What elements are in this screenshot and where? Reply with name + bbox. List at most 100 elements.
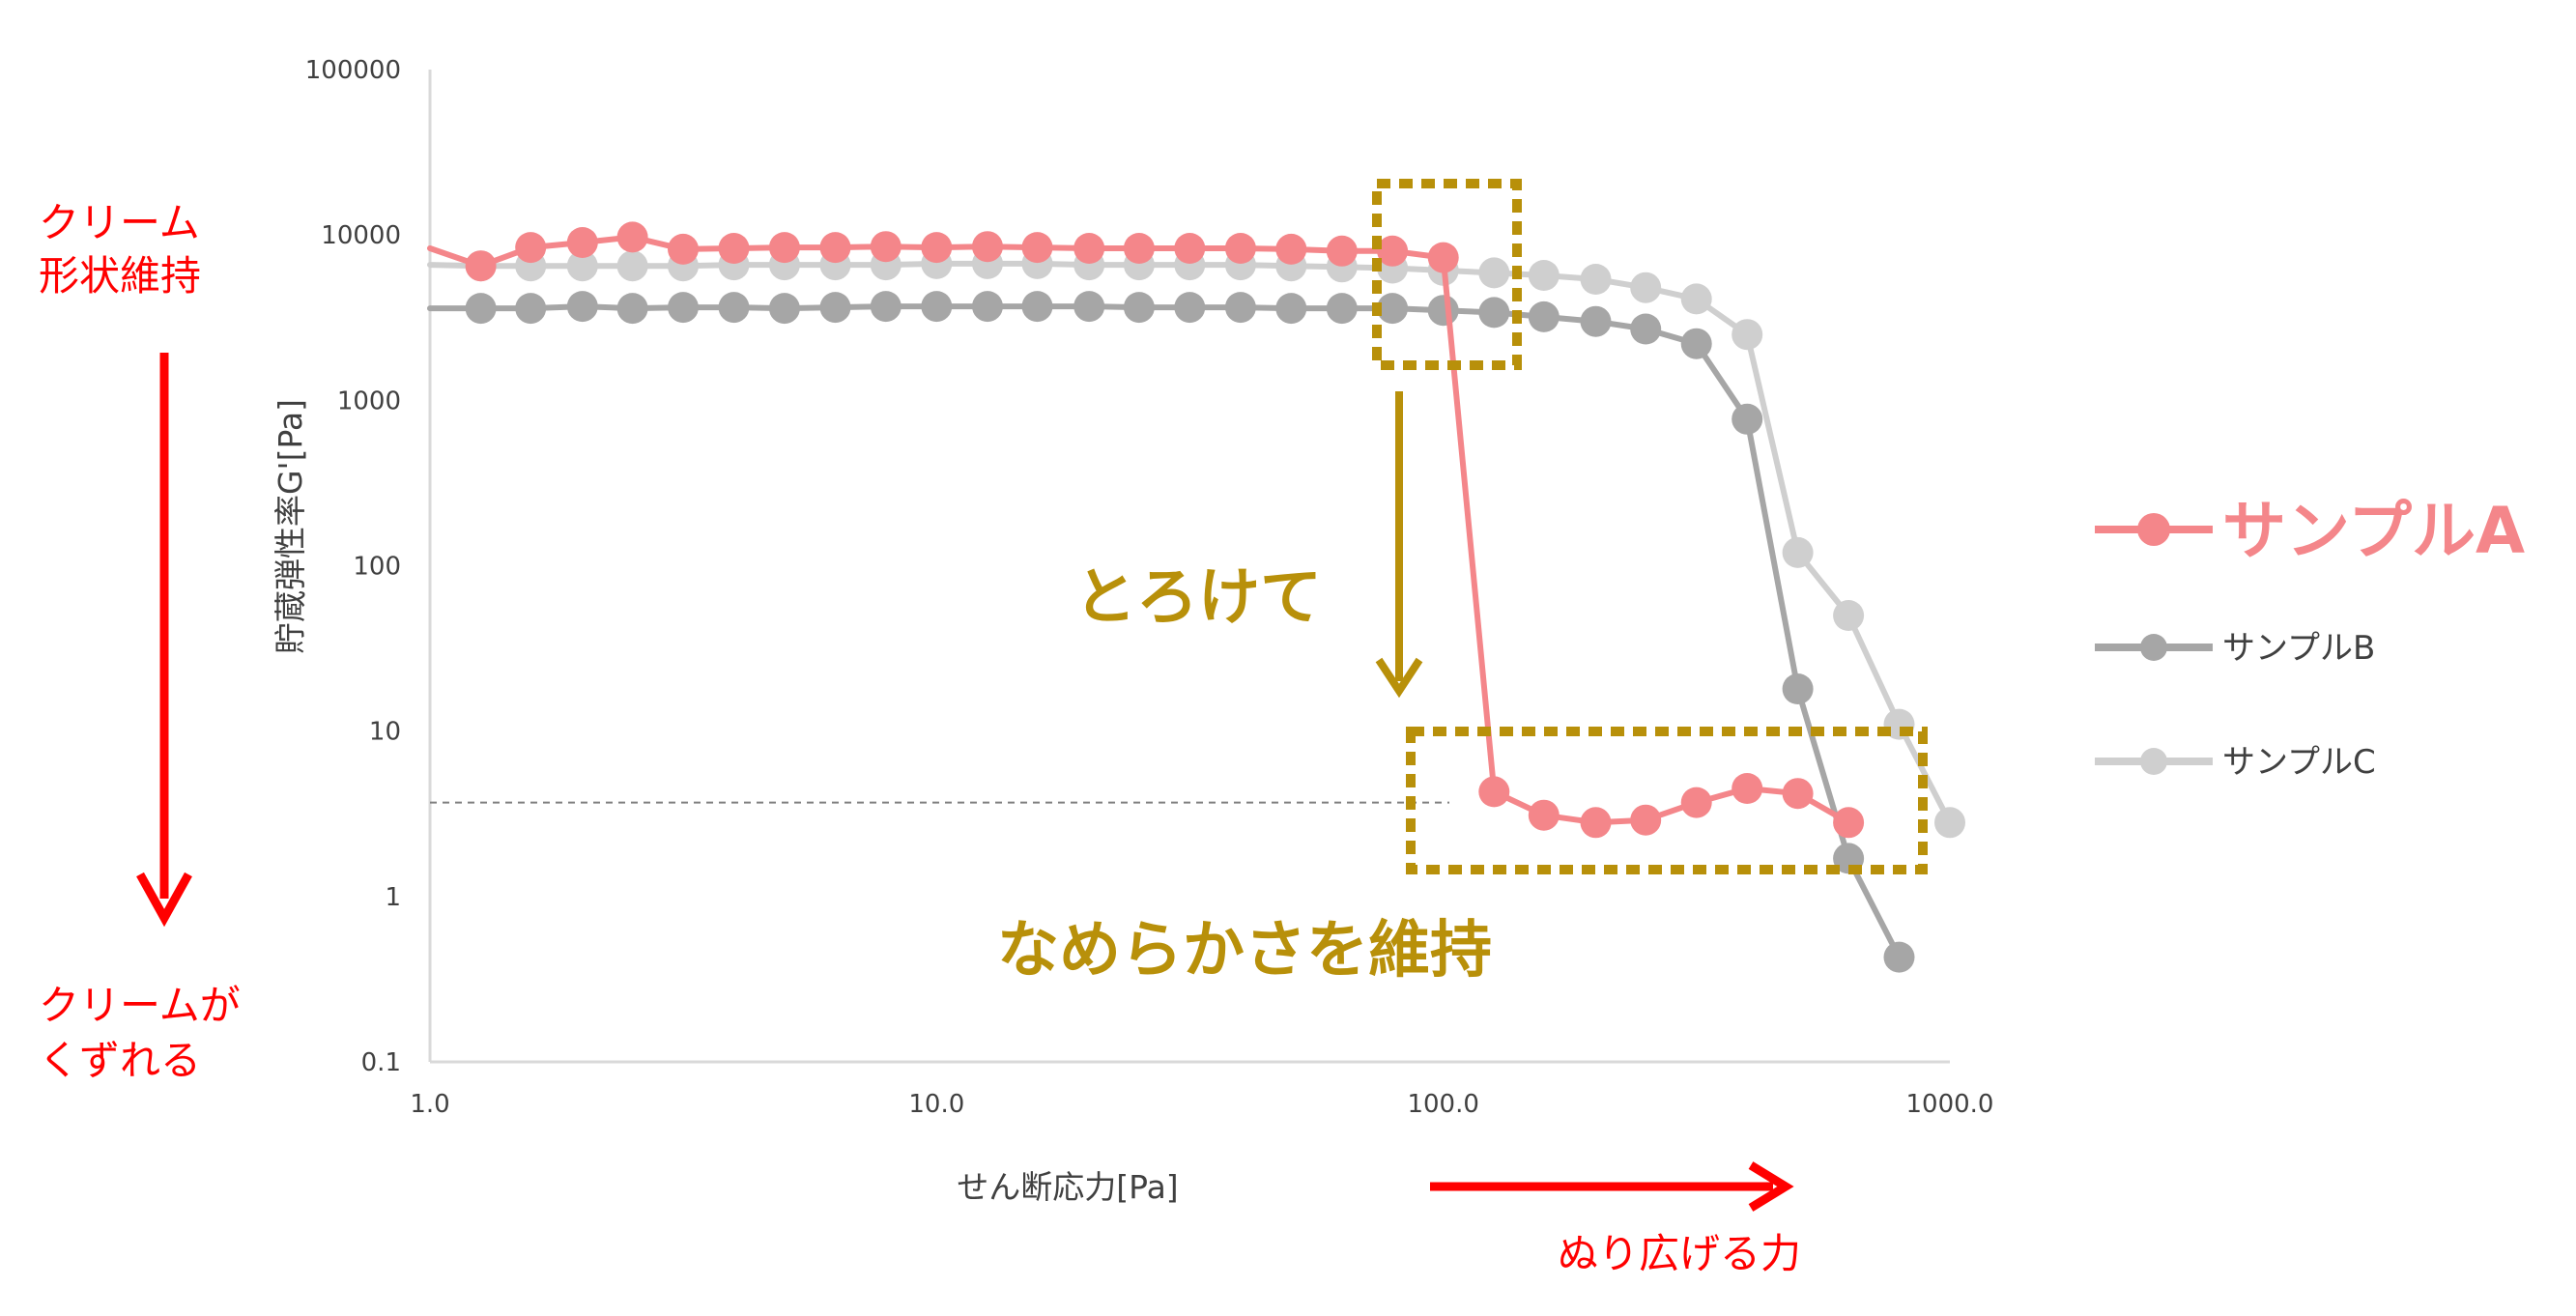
series-sample-b-point bbox=[972, 291, 1003, 323]
series-sample-a-point bbox=[1782, 778, 1814, 810]
plot-area: 100000 10000 1000 100 10 1 0.1 1.0 10.0 100.0 1000… bbox=[272, 56, 1993, 1206]
series-sample-a-point bbox=[1021, 232, 1053, 264]
series-sample-b-point bbox=[1427, 295, 1459, 327]
highlight-box-low-plateau bbox=[1406, 727, 1928, 874]
series-sample-c-point bbox=[1732, 319, 1763, 351]
series-sample-a-point bbox=[1073, 233, 1105, 264]
series-sample-c-point bbox=[1680, 283, 1712, 315]
series-sample-a-point bbox=[1377, 235, 1409, 267]
series-sample-b-point bbox=[1174, 292, 1206, 324]
legend-item-sample-a: サンプルA bbox=[2095, 494, 2525, 568]
series-sample-b-point bbox=[1377, 293, 1409, 325]
series-sample-c-point bbox=[1934, 807, 1965, 839]
series-sample-a-point bbox=[1224, 233, 1256, 264]
series-sample-a-point bbox=[566, 227, 598, 258]
series-sample-a-point bbox=[616, 221, 648, 253]
series-sample-a-point bbox=[718, 233, 750, 264]
series-sample-a-point bbox=[1478, 776, 1510, 808]
series-sample-b-point bbox=[1580, 305, 1612, 337]
right-red-arrow bbox=[1430, 1161, 1794, 1212]
series-sample-c-point bbox=[1478, 257, 1510, 289]
series-sample-b-point bbox=[1021, 291, 1053, 323]
highlight-box-plateau bbox=[1372, 179, 1522, 370]
series-sample-a-point bbox=[1732, 773, 1763, 804]
legend-label-sample-b: サンプルB bbox=[2222, 629, 2375, 668]
legend-item-sample-b: サンプルB bbox=[2095, 629, 2375, 668]
series-sample-a-point bbox=[1427, 242, 1459, 273]
annotation-cream-collapse-line2: くずれる bbox=[39, 1037, 201, 1084]
series-sample-a-point bbox=[1630, 804, 1662, 836]
legend-label-sample-a: サンプルA bbox=[2222, 494, 2525, 568]
series-sample-b-point bbox=[1478, 297, 1510, 329]
series-sample-c-point bbox=[616, 250, 648, 282]
down-gold-arrow bbox=[1375, 391, 1423, 699]
series-sample-b-point bbox=[768, 293, 800, 325]
annotation-keep-smooth: なめらかさを維持 bbox=[997, 915, 1492, 987]
series-sample-a-point bbox=[1833, 807, 1865, 839]
series-sample-a-point bbox=[1275, 233, 1307, 265]
series-sample-a-point bbox=[1123, 233, 1155, 264]
series-sample-b-point bbox=[616, 293, 648, 325]
series-sample-a-point bbox=[1326, 235, 1358, 267]
series-sample-b-point bbox=[1732, 403, 1763, 435]
legend-label-sample-c: サンプルC bbox=[2222, 743, 2376, 782]
x-tick-label: 1000.0 bbox=[1906, 1090, 1994, 1119]
series-sample-b-point bbox=[1224, 292, 1256, 324]
annotation-spread-force: ぬり広げる力 bbox=[1558, 1230, 1801, 1277]
series-sample-b-point bbox=[870, 291, 902, 323]
series-sample-a-point bbox=[515, 232, 547, 264]
legend-item-sample-c: サンプルC bbox=[2095, 743, 2376, 782]
series-sample-b-point bbox=[1883, 941, 1915, 973]
annotation-melt: とろけて bbox=[1074, 562, 1322, 634]
series-sample-a-point bbox=[668, 233, 699, 265]
series-sample-a-point bbox=[465, 250, 497, 282]
series-sample-b-point bbox=[566, 291, 598, 323]
series-sample-b-point bbox=[1073, 291, 1105, 323]
series-sample-a-point bbox=[1680, 787, 1712, 818]
x-tick-label: 100.0 bbox=[1407, 1090, 1478, 1119]
series-sample-b-point bbox=[1123, 292, 1155, 324]
series-sample-c-point bbox=[1833, 600, 1865, 631]
series-sample-a-point bbox=[870, 231, 902, 263]
series-sample-a-point bbox=[1580, 807, 1612, 839]
y-tick-label: 1 bbox=[385, 883, 401, 912]
series-sample-a-point bbox=[972, 231, 1003, 263]
x-tick-label: 1.0 bbox=[410, 1090, 449, 1119]
series-sample-b-point bbox=[1275, 293, 1307, 325]
series-sample-b-point bbox=[718, 292, 750, 324]
series-sample-c-line bbox=[427, 260, 1953, 826]
series-sample-a-point bbox=[768, 232, 800, 264]
series-sample-b-point bbox=[1630, 313, 1662, 345]
series-sample-c-point bbox=[1782, 536, 1814, 568]
series-sample-b-point bbox=[668, 292, 699, 324]
x-axis-label: せん断応力[Pa] bbox=[957, 1168, 1178, 1206]
series-sample-c-point bbox=[1580, 264, 1612, 295]
series-sample-a-point bbox=[1174, 233, 1206, 264]
series-sample-b-point bbox=[1326, 293, 1358, 325]
y-tick-label: 100000 bbox=[305, 56, 401, 85]
series-sample-c-point bbox=[1630, 272, 1662, 303]
annotation-cream-collapse-line1: クリームが bbox=[39, 982, 241, 1029]
annotation-cream-keep-line1: クリーム bbox=[39, 199, 200, 246]
y-tick-label: 10 bbox=[369, 718, 401, 747]
series-sample-b-point bbox=[515, 293, 547, 325]
down-red-arrow bbox=[136, 353, 192, 928]
series-sample-a-point bbox=[921, 232, 953, 264]
series-sample-c-point bbox=[1528, 260, 1560, 291]
y-tick-label: 1000 bbox=[337, 386, 401, 415]
y-tick-label: 100 bbox=[353, 553, 401, 582]
annotation-cream-keep-line2: 形状維持 bbox=[39, 252, 201, 300]
series-sample-b-point bbox=[1680, 328, 1712, 359]
series-sample-b-point bbox=[1528, 300, 1560, 332]
y-tick-label: 0.1 bbox=[361, 1048, 401, 1077]
legend: サンプルA サンプルB サンプルC bbox=[2095, 494, 2525, 782]
x-tick-label: 10.0 bbox=[908, 1090, 964, 1119]
series-sample-b-point bbox=[819, 292, 851, 324]
series-sample-c-point bbox=[566, 250, 598, 282]
series-sample-a-point bbox=[819, 232, 851, 264]
series-sample-b-point bbox=[1782, 673, 1814, 704]
y-axis-label: 貯蔵弾性率G'[Pa] bbox=[272, 399, 309, 654]
series-sample-a-point bbox=[1528, 799, 1560, 831]
y-tick-label: 10000 bbox=[321, 221, 401, 250]
